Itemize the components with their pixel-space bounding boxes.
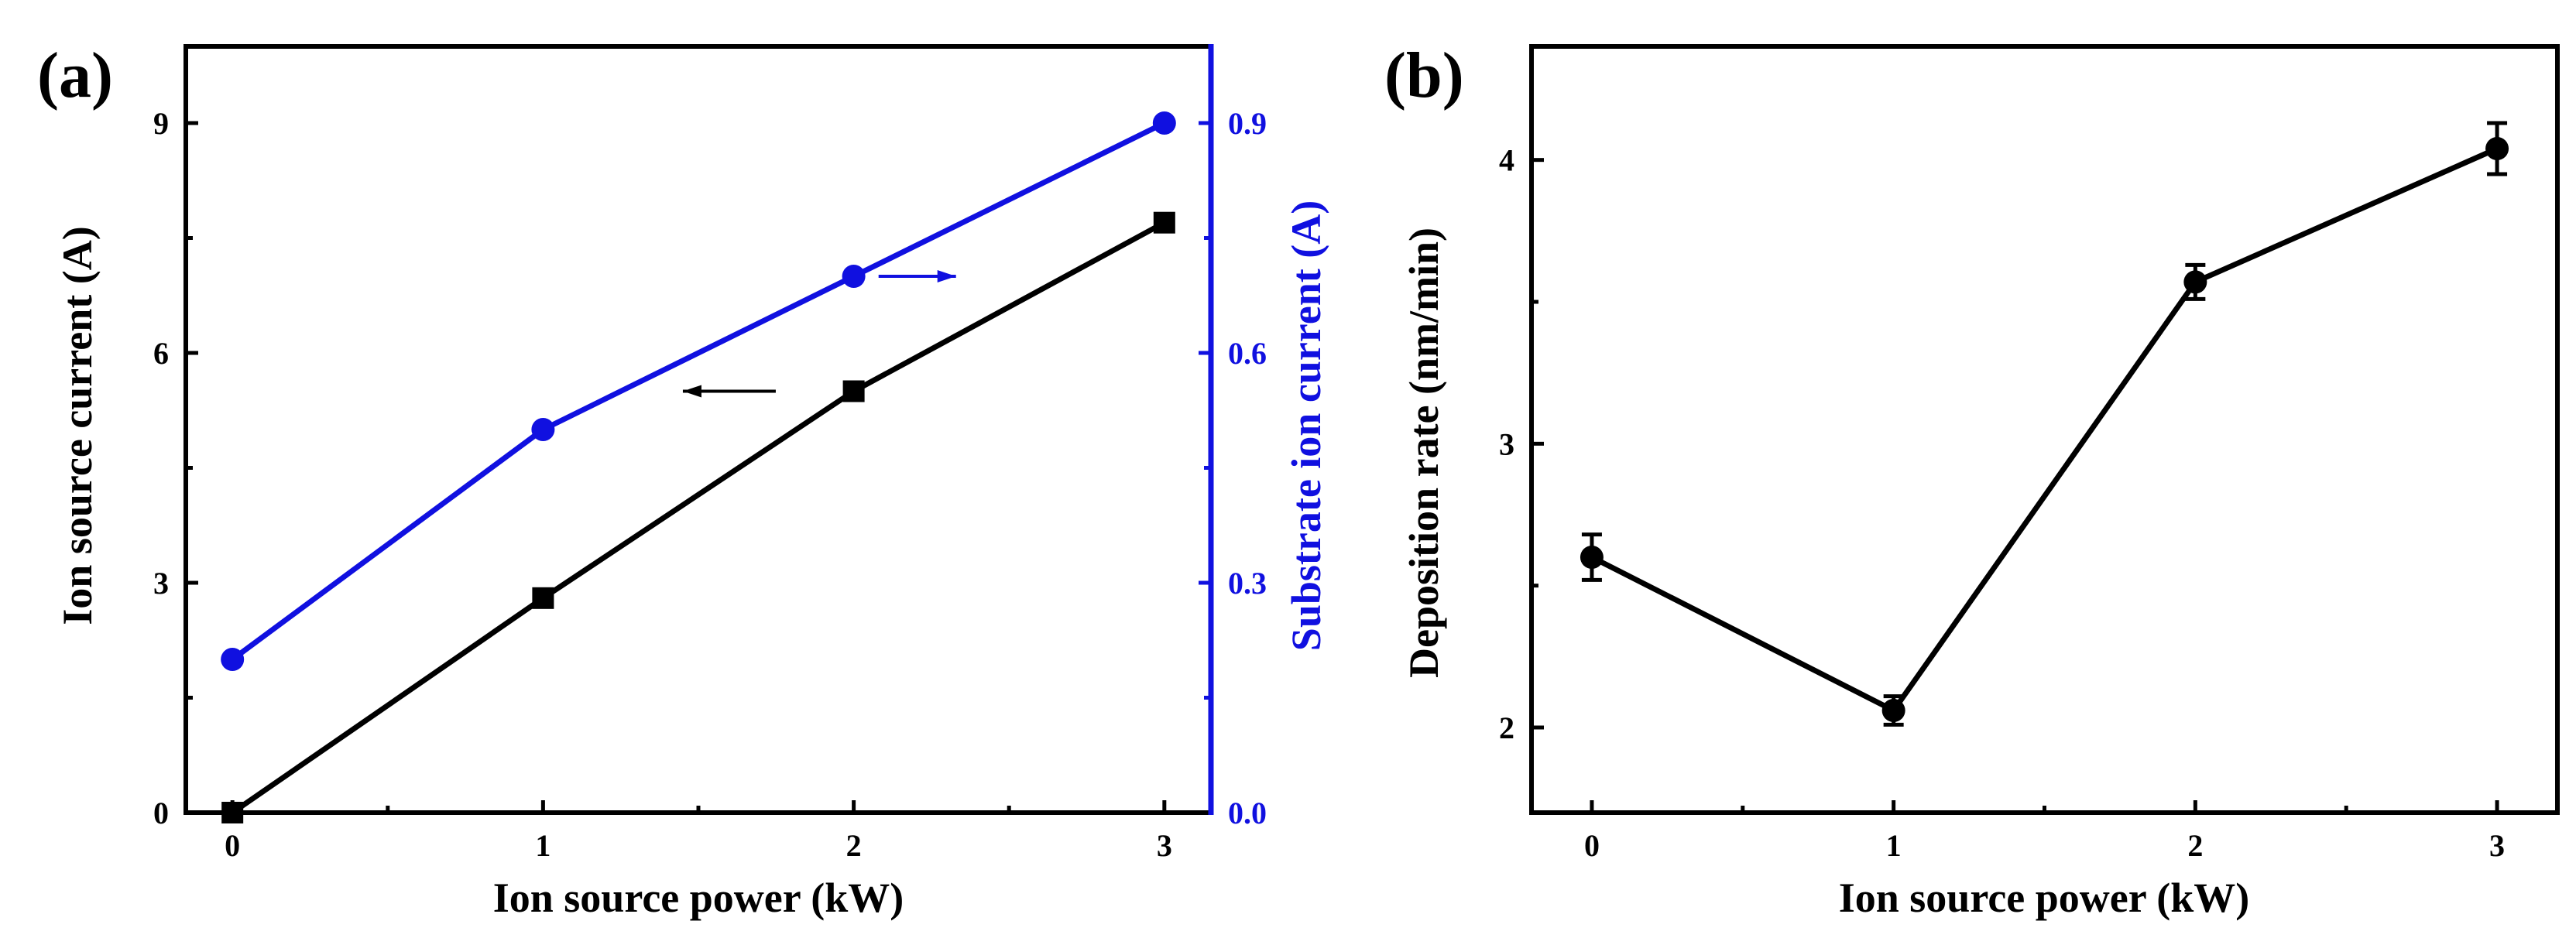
panel-b: (b) Deposition rate (nm/min) Ion source … — [1384, 39, 2560, 921]
panel-a-y-tick-label: 0 — [153, 796, 169, 830]
panel-a-series-line — [231, 220, 1166, 815]
panel-b-x-tick-label: 3 — [2489, 828, 2505, 863]
panel-b-data-point — [1580, 546, 1604, 569]
panel-a-arrow-left-head — [682, 385, 701, 398]
panel-a-y2-tick-label: 0.9 — [1228, 106, 1267, 141]
panel-a-y2-axis-label: Substrate ion current (A) — [1283, 200, 1329, 651]
panel-b-y-tick-label: 2 — [1499, 710, 1514, 745]
panel-b-y-tick-label: 3 — [1499, 426, 1514, 461]
panel-a-y2-tick-label: 0.6 — [1228, 336, 1267, 371]
panel-b-y-tick-label: 4 — [1499, 143, 1514, 178]
panel-a: (a) Ion source current (A) Substrate ion… — [37, 39, 1329, 921]
panel-b-x-tick-label: 1 — [1886, 828, 1902, 863]
panel-a-data-point — [1152, 111, 1176, 135]
panel-b-label: (b) — [1384, 39, 1464, 111]
panel-a-data-point — [532, 587, 554, 609]
panel-b-data-point — [2485, 137, 2509, 160]
panel-a-y2-tick-label: 0.0 — [1228, 796, 1267, 830]
panel-b-x-tick-label: 0 — [1584, 828, 1600, 863]
panel-a-x-tick-label: 3 — [1157, 828, 1172, 863]
panel-a-arrow-right-head — [937, 270, 956, 282]
panel-b-plot-frame — [1529, 44, 2560, 815]
panel-a-y-tick-label: 6 — [153, 336, 169, 371]
panel-b-x-axis-label: Ion source power (kW) — [1839, 875, 2250, 921]
panel-a-x-tick-label: 1 — [535, 828, 551, 863]
panel-b-y-axis-label: Deposition rate (nm/min) — [1401, 228, 1447, 678]
panel-b-series-line — [1590, 145, 2499, 714]
panel-a-plot-frame — [184, 44, 1213, 815]
panel-a-x-tick-label: 0 — [225, 828, 240, 863]
panel-a-y-tick-label: 3 — [153, 566, 169, 601]
panel-a-y2-tick-label: 0.3 — [1228, 566, 1267, 601]
panel-a-data-point — [1153, 211, 1175, 234]
panel-a-series-line — [231, 120, 1166, 662]
panel-b-data-point — [2183, 270, 2207, 294]
panel-a-data-point — [842, 380, 865, 402]
panel-a-y-axis-label: Ion source current (A) — [54, 226, 101, 625]
panel-a-x-tick-label: 2 — [846, 828, 862, 863]
panel-a-data-point — [842, 265, 866, 288]
panel-a-data-point — [531, 418, 555, 441]
panel-b-x-tick-label: 2 — [2187, 828, 2203, 863]
panel-a-y-tick-label: 9 — [153, 106, 169, 141]
panel-a-label: (a) — [37, 39, 113, 111]
panel-a-x-axis-label: Ion source power (kW) — [493, 875, 904, 921]
panel-b-data-point — [1881, 699, 1905, 722]
panel-a-data-point — [221, 648, 245, 671]
